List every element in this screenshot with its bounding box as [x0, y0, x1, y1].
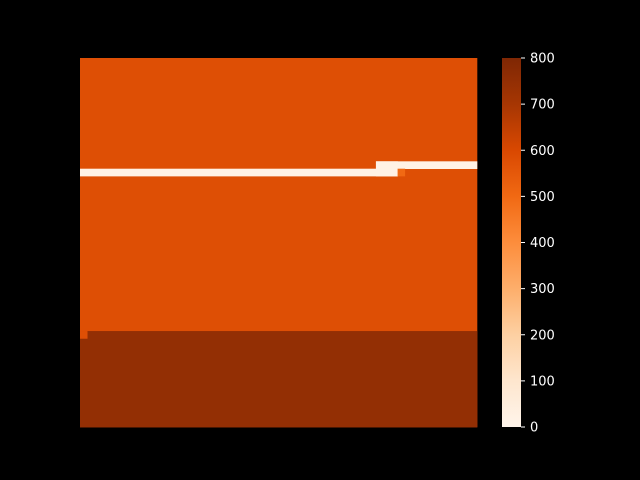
colorbar-tick-label: 300	[530, 282, 555, 297]
heatmap-region-thin-stripe-left	[80, 168, 398, 177]
heatmap-region-lower-band	[87, 331, 478, 428]
colorbar-tick-label: 500	[530, 190, 555, 205]
heatmap-region-thin-stripe-right	[375, 161, 478, 169]
colorbar-tick-label: 400	[530, 236, 555, 251]
colorbar-tick-label: 700	[530, 98, 555, 113]
colorbar-ticks: 0 100 200 300 400 500 600 700 800	[521, 52, 555, 436]
colorbar-tick-label: 100	[530, 374, 555, 389]
heatmap-cells	[80, 58, 478, 428]
colorbar-tick-label: 0	[530, 421, 538, 436]
heatmap-region-left-edge-notch	[80, 331, 88, 339]
colorbar-tick-label: 600	[530, 144, 555, 159]
heatmap-region-stripe-step	[375, 161, 398, 177]
heatmap-region-lower-band-left-edge	[80, 338, 88, 428]
colorbar	[502, 58, 521, 427]
heatmap-region-stripe-end-spot	[397, 168, 406, 177]
colorbar-tick-label: 800	[530, 52, 555, 67]
colorbar-tick-label: 200	[530, 328, 555, 343]
